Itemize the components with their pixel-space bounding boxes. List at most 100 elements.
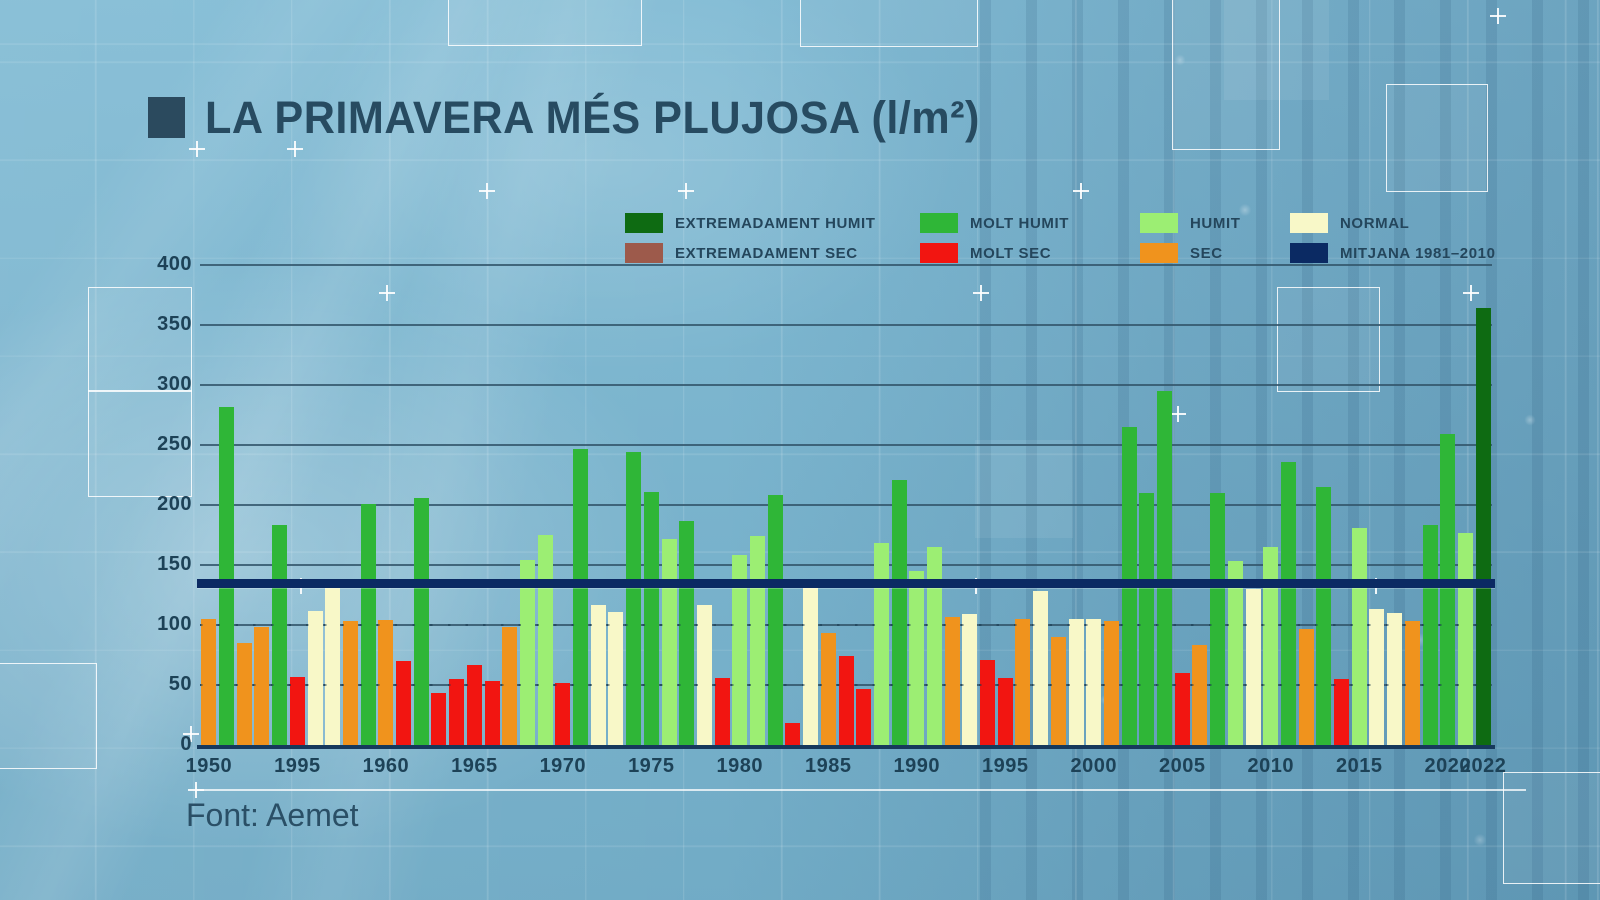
y-axis-label-350: 350 <box>157 313 192 335</box>
bar-1994 <box>980 659 996 745</box>
legend-label: MITJANA 1981–2010 <box>1340 245 1496 262</box>
bar-1986 <box>838 656 854 745</box>
bar-1974 <box>626 452 642 745</box>
bar-2003 <box>1139 493 1155 745</box>
mean-line-1981-2010 <box>197 579 1495 588</box>
bar-1958 <box>342 621 358 745</box>
y-axis-label-150: 150 <box>157 553 192 575</box>
x-axis-label-2020: 2020 <box>1424 755 1471 777</box>
x-axis-label-1985: 1985 <box>805 755 852 777</box>
bar-1982 <box>767 495 783 745</box>
bar-1989 <box>891 479 907 745</box>
y-axis-label-100: 100 <box>157 613 192 635</box>
bar-2005 <box>1174 673 1190 745</box>
x-axis-label-1990: 1990 <box>893 755 941 777</box>
y-axis-label-300: 300 <box>157 373 192 395</box>
x-axis-label-2015: 2015 <box>1336 755 1383 777</box>
bar-1977 <box>679 520 695 745</box>
bar-1992 <box>944 616 960 745</box>
x-axis-line <box>197 745 1495 749</box>
bar-1972 <box>590 604 606 745</box>
bar-2015 <box>1351 527 1367 745</box>
x-axis-label-1950: 1950 <box>185 755 233 777</box>
bar-1995 <box>997 677 1013 745</box>
bar-1968 <box>519 560 535 745</box>
bar-1978 <box>696 604 712 745</box>
dotted-gridline-100 <box>200 624 1492 626</box>
bar-2018 <box>1404 621 1420 745</box>
x-axis-label-2010: 2010 <box>1247 755 1295 777</box>
y-axis-label-400: 400 <box>157 253 192 275</box>
bar-1997 <box>1033 591 1049 745</box>
gridline-400 <box>200 264 1492 266</box>
dotted-gridline-50 <box>200 684 1492 686</box>
bar-1983 <box>785 723 801 745</box>
bar-1955 <box>289 676 305 745</box>
legend-swatch-molt_humit <box>920 213 958 233</box>
legend-swatch-extremadament_sec <box>625 243 663 263</box>
legend-label: SEC <box>1190 245 1223 262</box>
x-axis-label-1955: 1995 <box>274 755 321 777</box>
legend-label: NORMAL <box>1340 215 1410 232</box>
gridline-350 <box>200 324 1492 326</box>
bar-1970 <box>555 682 571 745</box>
bar-1963 <box>431 693 447 745</box>
bar-1961 <box>396 661 412 745</box>
legend-swatch-mitjana <box>1290 243 1328 263</box>
bar-1969 <box>537 535 553 745</box>
bar-1952 <box>236 643 252 745</box>
bar-2013 <box>1316 487 1332 745</box>
bar-2019 <box>1422 525 1438 745</box>
bar-1998 <box>1050 637 1066 745</box>
bar-1951 <box>219 406 235 745</box>
bar-1985 <box>820 633 836 745</box>
gridline-300 <box>200 384 1492 386</box>
x-axis-label-2022: 2022 <box>1459 755 1507 777</box>
bar-2004 <box>1157 391 1173 745</box>
bar-1965 <box>466 664 482 745</box>
bar-1979 <box>714 677 730 745</box>
legend-label: MOLT SEC <box>970 245 1052 262</box>
gridline-250 <box>200 444 1492 446</box>
source-credit: Font: Aemet <box>186 797 359 833</box>
x-axis-label-2000: 2000 <box>1070 755 1118 777</box>
legend-swatch-sec <box>1140 243 1178 263</box>
bar-1988 <box>873 543 889 745</box>
y-axis-label-0: 0 <box>180 733 192 755</box>
x-axis-label-1995: 1995 <box>982 755 1029 777</box>
bar-1957 <box>325 587 341 745</box>
bar-2014 <box>1334 679 1350 745</box>
bar-1984 <box>803 587 819 745</box>
bar-1975 <box>643 491 659 745</box>
legend-swatch-molt_sec <box>920 243 958 263</box>
bar-2022 <box>1475 308 1491 745</box>
y-axis-label-250: 250 <box>157 433 192 455</box>
bar-2001 <box>1103 621 1119 745</box>
bar-1971 <box>573 448 589 745</box>
bar-1999 <box>1068 619 1084 745</box>
legend-label: MOLT HUMIT <box>970 215 1070 232</box>
bar-2017 <box>1387 613 1403 745</box>
gridline-150 <box>200 564 1492 566</box>
legend-swatch-normal <box>1290 213 1328 233</box>
bar-1991 <box>926 547 942 745</box>
legend-label: EXTREMADAMENT SEC <box>675 245 858 262</box>
bar-1960 <box>378 620 394 745</box>
y-axis-label-50: 50 <box>168 673 192 695</box>
legend-swatch-extremadament_humit <box>625 213 663 233</box>
title-bullet-square <box>148 97 185 138</box>
bar-1956 <box>307 610 323 745</box>
bar-1950 <box>201 619 217 745</box>
bar-2009 <box>1245 589 1261 745</box>
bar-1996 <box>1015 619 1031 745</box>
legend-swatch-humit <box>1140 213 1178 233</box>
x-axis-label-1960: 1960 <box>362 755 410 777</box>
bar-2016 <box>1369 609 1385 745</box>
bar-2020 <box>1440 434 1456 745</box>
bar-1967 <box>502 627 518 745</box>
page-title: LA PRIMAVERA MÉS PLUJOSA (l/m²) <box>205 92 980 143</box>
bar-1993 <box>962 614 978 745</box>
gridline-200 <box>200 504 1492 506</box>
legend-label: HUMIT <box>1190 215 1241 232</box>
